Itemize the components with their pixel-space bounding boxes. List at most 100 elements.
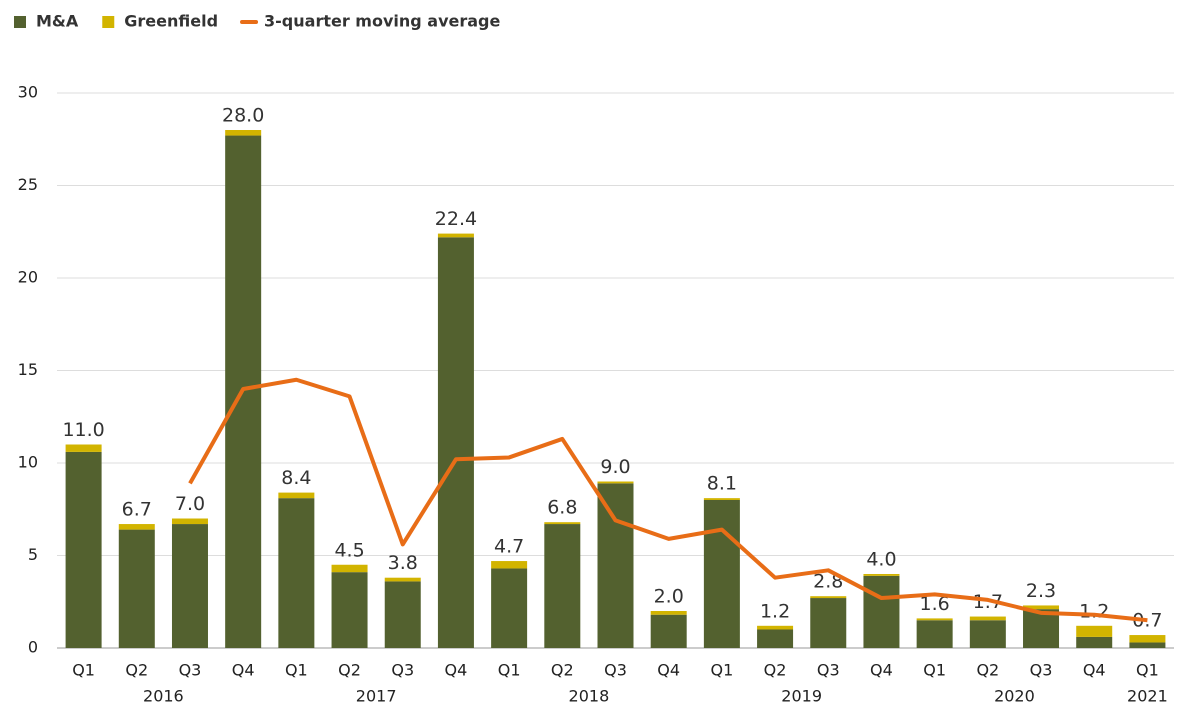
legend-label: M&A (36, 12, 79, 31)
bar-segment (916, 620, 953, 648)
legend-swatch (14, 16, 26, 28)
x-tick-label: Q2 (338, 661, 361, 680)
x-tick-label: Q4 (657, 661, 680, 680)
bar-segment (437, 233, 474, 238)
bar-segment (491, 561, 528, 569)
bar-segment (544, 522, 581, 525)
bar-segment (863, 575, 900, 648)
bar-segment (65, 451, 102, 648)
data-label: 1.7 (973, 591, 1003, 613)
data-label: 7.0 (175, 493, 205, 515)
data-label: 6.7 (122, 499, 152, 521)
x-tick-label: Q3 (179, 661, 202, 680)
bar-segment (1076, 625, 1113, 637)
bar-segment (1129, 635, 1166, 643)
bar-segment (437, 237, 474, 649)
data-label: 8.1 (707, 473, 737, 495)
bar-segment (331, 564, 368, 573)
bar-segment (969, 620, 1006, 648)
legend-swatch (102, 16, 115, 28)
data-label: 2.0 (654, 586, 684, 608)
data-label: 11.0 (62, 419, 104, 441)
bar-segment (703, 500, 740, 648)
bar-segment (757, 625, 794, 630)
data-label: 8.4 (281, 467, 311, 489)
x-tick-label: Q1 (923, 661, 946, 680)
data-label: 2.3 (1026, 580, 1056, 602)
data-label: 1.2 (760, 600, 790, 622)
y-tick-label: 30 (18, 83, 38, 102)
x-tick-label: Q4 (1083, 661, 1106, 680)
bar-segment (969, 616, 1006, 621)
bar-segment (650, 614, 687, 648)
x-tick-label: Q1 (285, 661, 308, 680)
bar-segment (278, 498, 315, 648)
year-label: 2021 (1127, 687, 1168, 706)
x-tick-label: Q3 (391, 661, 414, 680)
x-tick-label: Q1 (72, 661, 95, 680)
bar-segment (544, 524, 581, 648)
bar-segment (491, 568, 528, 648)
x-tick-label: Q4 (445, 661, 468, 680)
x-tick-label: Q1 (1136, 661, 1159, 680)
data-label: 4.5 (334, 539, 364, 561)
x-tick-label: Q2 (125, 661, 148, 680)
bar-segment (65, 444, 102, 452)
legend-label: 3-quarter moving average (264, 12, 500, 31)
bar-segment (384, 577, 421, 582)
data-label: 4.7 (494, 536, 524, 558)
x-tick-label: Q2 (764, 661, 787, 680)
bar-segment (703, 498, 740, 500)
x-tick-label: Q2 (976, 661, 999, 680)
bar-segment (171, 518, 208, 525)
x-tick-label: Q4 (232, 661, 255, 680)
bar-segment (1023, 605, 1060, 610)
year-label: 2017 (356, 687, 397, 706)
y-tick-label: 15 (18, 360, 38, 379)
year-label: 2019 (781, 687, 822, 706)
data-label: 22.4 (435, 208, 477, 230)
y-tick-label: 20 (18, 268, 38, 287)
x-tick-label: Q1 (710, 661, 733, 680)
y-tick-label: 0 (28, 638, 38, 657)
bar-segment (597, 483, 634, 648)
data-label: 0.7 (1132, 610, 1162, 632)
legend-label: Greenfield (124, 12, 218, 31)
x-tick-label: Q4 (870, 661, 893, 680)
bar-segment (650, 611, 687, 615)
year-label: 2018 (569, 687, 610, 706)
data-label: 28.0 (222, 105, 264, 127)
year-label: 2020 (994, 687, 1035, 706)
bar-segment (757, 629, 794, 648)
bar-segment (118, 529, 155, 648)
data-label: 1.6 (920, 593, 950, 615)
bar-segment (1129, 642, 1166, 648)
data-label: 4.0 (866, 549, 896, 571)
x-tick-label: Q3 (1030, 661, 1053, 680)
data-label: 3.8 (388, 552, 418, 574)
x-tick-label: Q3 (604, 661, 627, 680)
bar-segment (118, 524, 155, 530)
bar-segment (171, 524, 208, 648)
data-label: 9.0 (600, 456, 630, 478)
y-tick-label: 5 (28, 545, 38, 564)
y-tick-label: 10 (18, 453, 38, 472)
year-label: 2016 (143, 687, 184, 706)
line (188, 377, 1148, 623)
bar-segment (278, 492, 315, 499)
data-label: 6.8 (547, 497, 577, 519)
bar-segment (225, 130, 262, 136)
bar-segment (810, 596, 847, 599)
bar-segment (1076, 636, 1113, 648)
data-label: 1.2 (1079, 600, 1109, 622)
bar-segment (331, 572, 368, 648)
bar-segment (863, 574, 900, 576)
x-tick-label: Q2 (551, 661, 574, 680)
x-tick-label: Q1 (498, 661, 521, 680)
bar-segment (916, 618, 953, 621)
y-tick-label: 25 (18, 175, 38, 194)
bar-segment (810, 598, 847, 648)
bar-segment (597, 481, 634, 484)
bar-segment (1023, 609, 1060, 648)
